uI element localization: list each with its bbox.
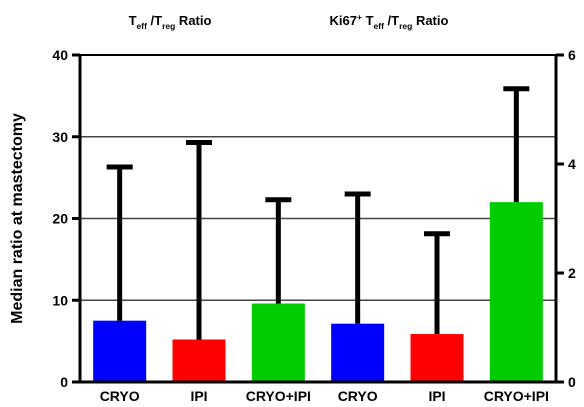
grid-layer xyxy=(80,136,556,301)
category-label-1-2: CRYO+IPI xyxy=(484,388,549,402)
bar-0-2 xyxy=(251,303,305,382)
panel-title-part: eff xyxy=(137,21,148,31)
panel-title-part: Ratio xyxy=(412,13,448,28)
right-tick-label-1: 2 xyxy=(568,265,576,281)
panel-title-part: reg xyxy=(399,21,412,31)
left-tick-label-0: 0 xyxy=(60,374,68,390)
y-axis-label: Median ratio at mastectomy xyxy=(9,113,26,324)
panel-title-part: + xyxy=(357,12,362,22)
left-tick-label-1: 10 xyxy=(52,292,68,308)
panel-title-part: T xyxy=(129,13,137,28)
panel-title-part: /T xyxy=(147,13,162,28)
labels-layer: CRYO IPI CRYO+IPI CRYO IPI CRYO+IPI 0 10 20 30 40 0… xyxy=(9,12,576,404)
axes-layer xyxy=(72,53,564,384)
panel-title-0: Teff /Treg Ratio xyxy=(129,13,212,31)
bar-0-1 xyxy=(172,339,226,382)
left-tick-label-3: 30 xyxy=(52,129,68,145)
panel-title-1: Ki67+ Teff /Treg Ratio xyxy=(330,12,449,31)
category-label-1-0: CRYO xyxy=(338,388,378,402)
right-tick-label-0: 0 xyxy=(568,374,576,390)
panel-title-part: Ki67 xyxy=(330,13,357,28)
category-label-1-1: IPI xyxy=(428,388,445,402)
category-label-0-1: IPI xyxy=(190,388,207,402)
panel-title-part: eff xyxy=(374,21,385,31)
panel-title-part: reg xyxy=(162,21,175,31)
bar-1-1 xyxy=(410,334,464,382)
category-label-0-0: CRYO xyxy=(100,388,140,402)
left-tick-label-4: 40 xyxy=(52,47,68,63)
bar-0-0 xyxy=(93,320,147,382)
bars-layer xyxy=(93,86,543,382)
panel-title-part: Ratio xyxy=(175,13,211,28)
right-tick-label-2: 4 xyxy=(568,156,576,172)
panel-title-part: /T xyxy=(384,13,399,28)
category-label-0-2: CRYO+IPI xyxy=(246,388,311,402)
panel-title-part: T xyxy=(362,13,374,28)
right-tick-label-3: 6 xyxy=(568,47,576,63)
bar-1-2 xyxy=(489,202,543,382)
left-tick-label-2: 20 xyxy=(52,211,68,227)
bar-1-0 xyxy=(331,323,385,382)
